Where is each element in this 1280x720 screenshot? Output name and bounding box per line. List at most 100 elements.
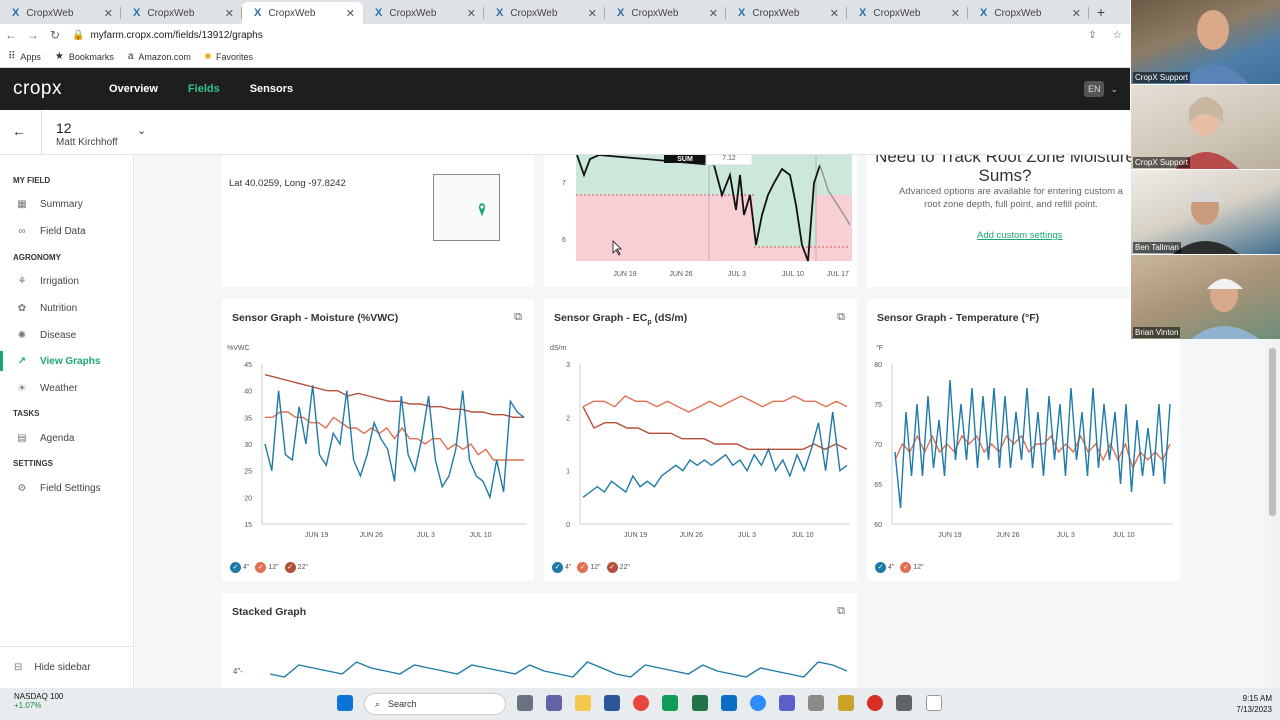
system-clock[interactable]: 9:15 AM 7/13/2023 — [1236, 694, 1272, 714]
legend-12in[interactable]: ✓ 12" — [255, 562, 279, 573]
series-line[interactable] — [264, 385, 525, 500]
reload-icon[interactable]: ↻ — [49, 28, 61, 42]
forward-arrow-icon[interactable]: → — [27, 28, 39, 42]
close-icon[interactable]: ✕ — [708, 7, 718, 20]
legend-22in[interactable]: ✓ 22" — [606, 562, 630, 573]
close-icon[interactable]: ✕ — [345, 7, 355, 20]
external-link-icon[interactable]: ⧉ — [837, 311, 845, 323]
notepad-icon[interactable] — [926, 695, 942, 711]
back-arrow-icon[interactable]: ← — [5, 28, 17, 42]
video-tile[interactable]: Ben Tallman — [1131, 170, 1280, 254]
sidebar-item-field-settings[interactable]: ⚙ Field Settings — [0, 476, 133, 500]
scrollbar-thumb[interactable] — [1269, 348, 1276, 516]
chat-icon[interactable] — [546, 695, 562, 711]
optimal-zone — [754, 155, 816, 247]
word-icon[interactable] — [604, 695, 620, 711]
browser-tab[interactable]: X CropxWeb ✕ — [484, 2, 605, 24]
root-zone-sum-line[interactable] — [576, 155, 821, 262]
hide-sidebar-button[interactable]: ⊟ Hide sidebar — [0, 646, 133, 688]
x-tick-label: JUL 3 — [417, 532, 435, 539]
series-line[interactable] — [264, 374, 524, 418]
series-line[interactable] — [269, 661, 848, 678]
acrobat-icon[interactable] — [867, 695, 883, 711]
sidebar-item-nutrition[interactable]: ✿ Nutrition — [0, 296, 133, 320]
url-field[interactable]: 🔒 myfarm.cropx.com/fields/13912/graphs — [72, 29, 263, 41]
star-icon[interactable]: ☆ — [1112, 29, 1122, 41]
y-tick-label: 20 — [244, 495, 252, 502]
nav-overview[interactable]: Overview — [109, 83, 158, 95]
legend-4in[interactable]: ✓ 4" — [230, 562, 249, 573]
close-icon[interactable]: ✕ — [103, 7, 113, 20]
nav-fields[interactable]: Fields — [187, 83, 220, 95]
back-arrow-icon[interactable]: ← — [12, 123, 26, 139]
zoom-icon[interactable] — [750, 695, 766, 711]
nav-sensors[interactable]: Sensors — [249, 83, 294, 95]
legend-4in[interactable]: ✓ 4" — [875, 562, 894, 573]
add-custom-settings-link[interactable]: Add custom settings — [977, 230, 1063, 241]
language-selector[interactable]: EN ⌄ — [1083, 81, 1118, 97]
bookmark-bookmarks[interactable]: ★ Bookmarks — [54, 51, 114, 62]
sidebar-item-irrigation[interactable]: ⚘ Irrigation — [0, 269, 133, 293]
browser-tab[interactable]: X CropxWeb ✕ — [363, 2, 484, 24]
task-view-icon[interactable] — [517, 695, 533, 711]
outlook-icon[interactable] — [721, 695, 737, 711]
snip-icon[interactable] — [896, 695, 912, 711]
legend-22in[interactable]: ✓ 22" — [284, 562, 308, 573]
root-zone-chart[interactable]: SUM 7.12 7 6 JUN 19 JUN 26 JUL 3 JUL 10 JUL 17 — [544, 155, 857, 287]
close-icon[interactable]: ✕ — [829, 7, 839, 20]
legend-4in[interactable]: ✓ 4" — [552, 562, 571, 573]
chrome-icon[interactable] — [633, 695, 649, 711]
field-map-thumbnail[interactable] — [433, 174, 500, 241]
browser-tab-active[interactable]: X CropxWeb ✕ — [242, 2, 363, 24]
video-tile[interactable]: Brian Vinton — [1131, 255, 1280, 339]
series-line[interactable] — [582, 395, 848, 413]
sidebar-item-weather[interactable]: ☀ Weather — [0, 376, 133, 400]
windows-start-icon[interactable] — [337, 695, 353, 711]
close-icon[interactable]: ✕ — [224, 7, 234, 20]
field-dropdown-chevron-icon[interactable]: ⌄ — [137, 125, 147, 137]
legend-12in[interactable]: ✓ 12" — [577, 562, 601, 573]
close-icon[interactable]: ✕ — [466, 7, 476, 20]
external-link-icon[interactable]: ⧉ — [837, 605, 845, 617]
cropx-logo[interactable]: cropx — [13, 78, 62, 99]
app-icon[interactable] — [838, 695, 854, 711]
sidebar-item-disease[interactable]: ✺ Disease — [0, 323, 133, 347]
sidebar-item-summary[interactable]: ▦ Summary — [0, 192, 133, 216]
legend-12in[interactable]: ✓ 12" — [900, 562, 924, 573]
bookmark-favorites[interactable]: ■ Favorites — [204, 51, 253, 62]
stock-ticker[interactable]: NASDAQ 100 +1.07% — [14, 692, 64, 710]
series-line[interactable] — [894, 379, 1171, 509]
sidebar-item-view-graphs[interactable]: ↗ View Graphs — [0, 349, 133, 373]
browser-tab[interactable]: X CropxWeb ✕ — [605, 2, 726, 24]
series-line[interactable] — [894, 434, 1171, 470]
new-tab-button[interactable]: + — [1096, 4, 1106, 20]
sidebar-item-agenda[interactable]: ▤ Agenda — [0, 426, 133, 450]
series-line[interactable] — [582, 411, 848, 498]
app-icon[interactable] — [662, 695, 678, 711]
moisture-chart[interactable]: 45 40 35 30 25 20 15 JUN 19 JUN 26 JUL 3 JUL 10 — [222, 354, 534, 546]
stacked-chart[interactable] — [222, 648, 857, 688]
close-icon[interactable]: ✕ — [950, 7, 960, 20]
excel-icon[interactable] — [692, 695, 708, 711]
close-icon[interactable]: ✕ — [1071, 7, 1081, 20]
temperature-chart[interactable]: 80 75 70 65 60 JUN 19 JUN 26 JUL 3 JUL 10 — [867, 354, 1180, 546]
settings-gear-icon[interactable] — [808, 695, 824, 711]
browser-tab[interactable]: X CropxWeb ✕ — [847, 2, 968, 24]
bookmark-apps[interactable]: ⠿ Apps — [8, 51, 41, 62]
share-icon[interactable]: ⇪ — [1088, 29, 1097, 41]
video-tile[interactable]: CropX Support — [1131, 85, 1280, 169]
bookmark-amazon[interactable]: a Amazon.com — [127, 51, 191, 62]
file-explorer-icon[interactable] — [575, 695, 591, 711]
external-link-icon[interactable]: ⧉ — [514, 311, 522, 323]
ec-chart[interactable]: 3 2 1 0 JUN 19 JUN 26 JUL 3 JUL 10 — [544, 354, 857, 546]
browser-tab[interactable]: X CropxWeb ✕ — [726, 2, 847, 24]
browser-tab[interactable]: X CropxWeb ✕ — [968, 2, 1089, 24]
teams-icon[interactable] — [779, 695, 795, 711]
video-tile[interactable]: CropX Support — [1131, 0, 1280, 84]
sidebar-item-field-data[interactable]: ∞ Field Data — [0, 219, 133, 243]
taskbar-search[interactable]: ⌕ Search — [364, 693, 506, 715]
browser-tab[interactable]: X CropxWeb ✕ — [121, 2, 242, 24]
browser-tab[interactable]: X CropxWeb ✕ — [0, 2, 121, 24]
series-line[interactable] — [582, 406, 848, 451]
close-icon[interactable]: ✕ — [587, 7, 597, 20]
